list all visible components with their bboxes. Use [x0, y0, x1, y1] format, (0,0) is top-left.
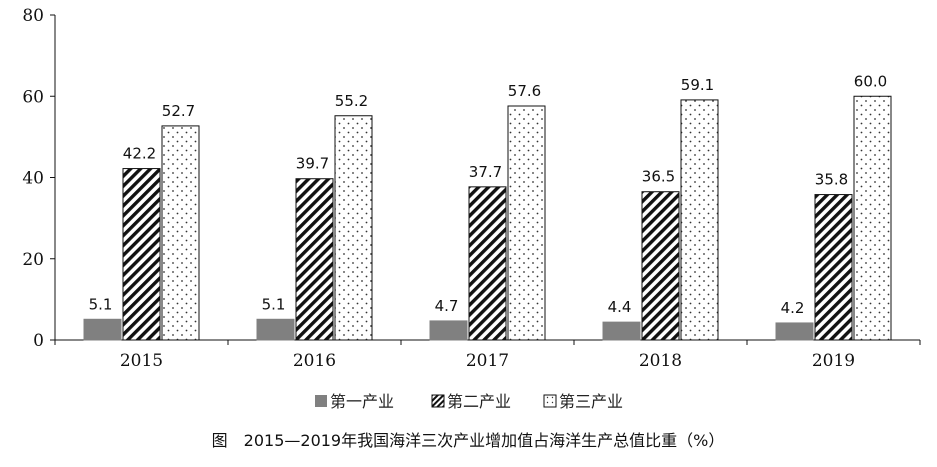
bar-series-3-2019 — [853, 95, 892, 341]
bar-series-2-2016 — [295, 178, 334, 341]
legend-label: 第二产业 — [447, 392, 511, 411]
bar-series-1-2019 — [775, 322, 814, 341]
legend-item-series-2: 第二产业 — [431, 392, 511, 411]
legend-swatch-hatch — [431, 394, 445, 408]
data-label-series-2-2019: 35.8 — [815, 171, 848, 189]
data-label-series-2-2017: 37.7 — [469, 163, 502, 181]
data-label-series-3-2016: 55.2 — [335, 92, 368, 110]
data-label-series-3-2018: 59.1 — [681, 76, 714, 94]
bar-series-3-2016 — [334, 115, 373, 341]
y-axis-ticks: 0 20 40 60 80 — [22, 6, 55, 351]
x-tick-label: 2018 — [639, 351, 682, 371]
bar-series-1-2016 — [256, 318, 295, 341]
data-label-series-1-2018: 4.4 — [608, 298, 632, 316]
data-label-series-2-2015: 42.2 — [123, 145, 156, 163]
data-label-series-1-2016: 5.1 — [262, 295, 286, 313]
x-tick-label: 2015 — [120, 351, 163, 371]
data-label-series-1-2019: 4.2 — [781, 299, 805, 317]
y-tick-label: 80 — [22, 6, 44, 26]
legend-swatch-solid — [315, 395, 327, 407]
data-label-series-1-2015: 5.1 — [89, 295, 113, 313]
bar-series-3-2018 — [680, 99, 719, 341]
bar-series-1-2015 — [83, 318, 122, 341]
legend: 第一产业 第二产业 第三产业 — [315, 392, 623, 411]
bar-series-2-2017 — [468, 186, 507, 341]
bar-series-1-2018 — [602, 321, 641, 341]
legend-item-series-3: 第三产业 — [543, 392, 623, 411]
legend-label: 第三产业 — [559, 392, 623, 411]
y-tick-label: 20 — [22, 250, 44, 270]
data-label-series-3-2017: 57.6 — [508, 82, 541, 100]
data-label-series-3-2019: 60.0 — [854, 72, 887, 90]
data-label-series-2-2016: 39.7 — [296, 155, 329, 173]
y-tick-label: 0 — [33, 331, 44, 351]
bar-series-2-2015 — [122, 168, 161, 341]
legend-label: 第一产业 — [330, 392, 394, 411]
bar-series-3-2017 — [507, 105, 546, 341]
bar-series-2-2018 — [641, 191, 680, 341]
x-tick-label: 2019 — [812, 351, 855, 371]
data-labels: 5.1 42.2 52.7 5.1 39.7 55.2 4.7 37.7 57.6 4.4 36.5… — [89, 72, 888, 317]
x-axis-ticks: 2015 2016 2017 2018 2019 — [54, 340, 921, 371]
data-label-series-3-2015: 52.7 — [162, 102, 195, 120]
legend-swatch-dots — [543, 394, 557, 408]
y-tick-label: 40 — [22, 169, 44, 189]
bar-series-2-2019 — [814, 194, 853, 341]
legend-item-series-1: 第一产业 — [315, 392, 394, 411]
y-tick-label: 60 — [22, 87, 44, 107]
data-label-series-1-2017: 4.7 — [435, 297, 459, 315]
chart-caption: 图 2015—2019年我国海洋三次产业增加值占海洋生产总值比重（%） — [212, 431, 725, 450]
x-tick-label: 2017 — [466, 351, 509, 371]
plot-area — [54, 15, 920, 341]
x-tick-label: 2016 — [293, 351, 336, 371]
data-label-series-2-2018: 36.5 — [642, 168, 675, 186]
bar-series-1-2017 — [429, 320, 468, 341]
bar-series-3-2015 — [161, 125, 200, 341]
